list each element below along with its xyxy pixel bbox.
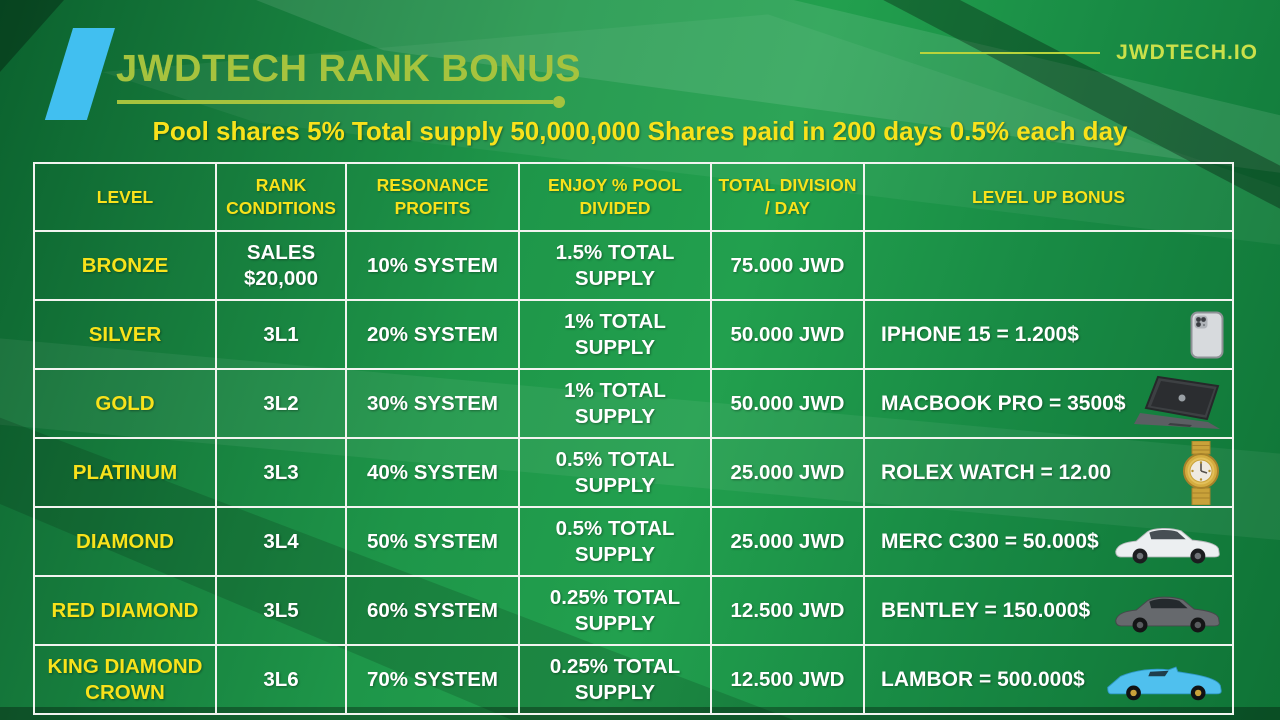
total-division-cell: 12.500 JWD <box>710 644 865 715</box>
total-division-cell: 50.000 JWD <box>710 368 865 439</box>
pool-divided-cell: 0.5% TOTAL SUPPLY <box>518 506 712 577</box>
subtitle: Pool shares 5% Total supply 50,000,000 S… <box>152 116 1128 146</box>
resonance-profits-cell: 10% SYSTEM <box>345 230 520 301</box>
rank-conditions-cell: 3L3 <box>215 437 347 508</box>
resonance-profits-cell: 40% SYSTEM <box>345 437 520 508</box>
white-mercedes-car-icon <box>1115 527 1220 563</box>
table-row-king-diamond-crown: KING DIAMOND CROWN 3L6 70% SYSTEM 0.25% … <box>33 644 1234 715</box>
pool-divided-cell: 1.5% TOTAL SUPPLY <box>518 230 712 301</box>
column-header-level-up-bonus: LEVEL UP BONUS <box>863 162 1234 232</box>
underline-dot <box>553 96 565 108</box>
total-division-cell: 25.000 JWD <box>710 506 865 577</box>
iphone-icon <box>1190 311 1224 358</box>
resonance-profits-cell: 20% SYSTEM <box>345 299 520 370</box>
column-header-rank-conditions: RANK CONDITIONS <box>215 162 347 232</box>
table-row-gold: GOLD 3L2 30% SYSTEM 1% TOTAL SUPPLY 50.0… <box>33 368 1234 439</box>
total-division-cell: 12.500 JWD <box>710 575 865 646</box>
blue-slash-decoration <box>44 28 116 120</box>
brand-area: JWDTECH.IO <box>920 41 1258 65</box>
column-header-total-division: TOTAL DIVISION / DAY <box>710 162 865 232</box>
rank-conditions-cell: 3L5 <box>215 575 347 646</box>
level-up-bonus-cell: LAMBOR = 500.000$ <box>863 644 1234 715</box>
rolex-watch-icon <box>1183 440 1219 505</box>
rank-conditions-cell: 3L2 <box>215 368 347 439</box>
website-label: JWDTECH.IO <box>1116 41 1258 64</box>
column-header-pool-divided: ENJOY % POOL DIVIDED <box>518 162 712 232</box>
level-cell: DIAMOND <box>33 506 217 577</box>
level-up-bonus-cell <box>863 230 1234 301</box>
level-cell: SILVER <box>33 299 217 370</box>
level-cell: PLATINUM <box>33 437 217 508</box>
resonance-profits-cell: 50% SYSTEM <box>345 506 520 577</box>
resonance-profits-cell: 70% SYSTEM <box>345 644 520 715</box>
level-cell: RED DIAMOND <box>33 575 217 646</box>
blue-lamborghini-car-icon <box>1107 665 1222 700</box>
level-up-bonus-cell: BENTLEY = 150.000$ <box>863 575 1234 646</box>
total-division-cell: 75.000 JWD <box>710 230 865 301</box>
grey-bentley-car-icon <box>1115 596 1220 632</box>
level-cell: BRONZE <box>33 230 217 301</box>
resonance-profits-cell: 30% SYSTEM <box>345 368 520 439</box>
pool-divided-cell: 0.25% TOTAL SUPPLY <box>518 575 712 646</box>
level-up-bonus-cell: IPHONE 15 = 1.200$ <box>863 299 1234 370</box>
table-row-diamond: DIAMOND 3L4 50% SYSTEM 0.5% TOTAL SUPPLY… <box>33 506 1234 577</box>
total-division-cell: 25.000 JWD <box>710 437 865 508</box>
bonus-text: MERC C300 = 50.000$ <box>881 529 1099 553</box>
title-underline <box>117 96 565 108</box>
resonance-profits-cell: 60% SYSTEM <box>345 575 520 646</box>
rank-conditions-cell: 3L1 <box>215 299 347 370</box>
pool-divided-cell: 1% TOTAL SUPPLY <box>518 368 712 439</box>
level-cell: KING DIAMOND CROWN <box>33 644 217 715</box>
table-header-row: LEVEL RANK CONDITIONS RESONANCE PROFITS … <box>33 162 1234 232</box>
bonus-text: IPHONE 15 = 1.200$ <box>881 322 1079 346</box>
table-row-red-diamond: RED DIAMOND 3L5 60% SYSTEM 0.25% TOTAL S… <box>33 575 1234 646</box>
rank-bonus-table: LEVEL RANK CONDITIONS RESONANCE PROFITS … <box>33 162 1234 715</box>
table-row-silver: SILVER 3L1 20% SYSTEM 1% TOTAL SUPPLY 50… <box>33 299 1234 370</box>
bonus-text: MACBOOK PRO = 3500$ <box>881 391 1126 415</box>
bonus-text: BENTLEY = 150.000$ <box>881 598 1091 622</box>
table-row-bronze: BRONZE SALES $20,000 10% SYSTEM 1.5% TOT… <box>33 230 1234 301</box>
pool-divided-cell: 0.5% TOTAL SUPPLY <box>518 437 712 508</box>
rank-conditions-cell: SALES $20,000 <box>215 230 347 301</box>
column-header-resonance-profits: RESONANCE PROFITS <box>345 162 520 232</box>
level-up-bonus-cell: MACBOOK PRO = 3500$ <box>863 368 1234 439</box>
level-up-bonus-cell: ROLEX WATCH = 12.00 <box>863 437 1234 508</box>
bonus-text: ROLEX WATCH = 12.00 <box>881 460 1112 484</box>
rank-conditions-cell: 3L6 <box>215 644 347 715</box>
level-cell: GOLD <box>33 368 217 439</box>
brand-line-decoration <box>920 52 1101 54</box>
table-row-platinum: PLATINUM 3L3 40% SYSTEM 0.5% TOTAL SUPPL… <box>33 437 1234 508</box>
pool-divided-cell: 1% TOTAL SUPPLY <box>518 299 712 370</box>
bonus-text: LAMBOR = 500.000$ <box>881 667 1085 691</box>
pool-divided-cell: 0.25% TOTAL SUPPLY <box>518 644 712 715</box>
total-division-cell: 50.000 JWD <box>710 299 865 370</box>
column-header-level: LEVEL <box>33 162 217 232</box>
level-up-bonus-cell: MERC C300 = 50.000$ <box>863 506 1234 577</box>
rank-conditions-cell: 3L4 <box>215 506 347 577</box>
macbook-icon <box>1134 375 1220 429</box>
page-title: JWDTECH RANK BONUS <box>116 48 581 90</box>
